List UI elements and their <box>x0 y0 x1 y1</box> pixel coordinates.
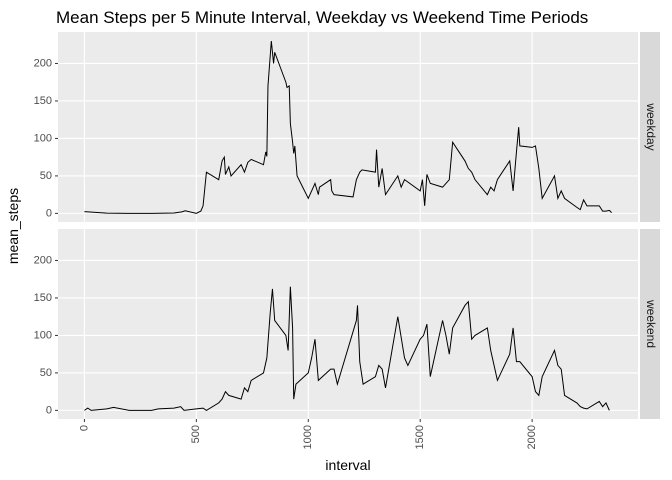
y-tick-label: 150 <box>34 292 52 304</box>
strip-background <box>640 32 660 222</box>
x-axis-label: interval <box>325 457 370 473</box>
x-tick-label: 0 <box>78 425 90 431</box>
x-tick-label: 2000 <box>526 425 538 449</box>
chart-title: Mean Steps per 5 Minute Interval, Weekda… <box>56 8 588 27</box>
data-line <box>84 40 612 214</box>
y-tick-label: 50 <box>40 367 52 379</box>
data-line <box>84 286 610 411</box>
strip-label: weekday <box>644 102 658 150</box>
y-tick-label: 100 <box>34 132 52 144</box>
strip-background <box>640 229 660 419</box>
y-tick-label: 0 <box>46 207 52 219</box>
y-tick-label: 0 <box>46 404 52 416</box>
panel-background <box>58 229 638 419</box>
panel-background <box>58 32 638 222</box>
y-tick-label: 200 <box>34 57 52 69</box>
strip-label: weekend <box>644 299 658 348</box>
y-tick-label: 50 <box>40 170 52 182</box>
y-axis-label: mean_steps <box>5 188 21 264</box>
y-tick-label: 100 <box>34 329 52 341</box>
y-tick-label: 200 <box>34 254 52 266</box>
y-tick-label: 150 <box>34 95 52 107</box>
x-tick-label: 500 <box>190 425 202 443</box>
x-tick-label: 1000 <box>302 425 314 449</box>
x-tick-label: 1500 <box>414 425 426 449</box>
